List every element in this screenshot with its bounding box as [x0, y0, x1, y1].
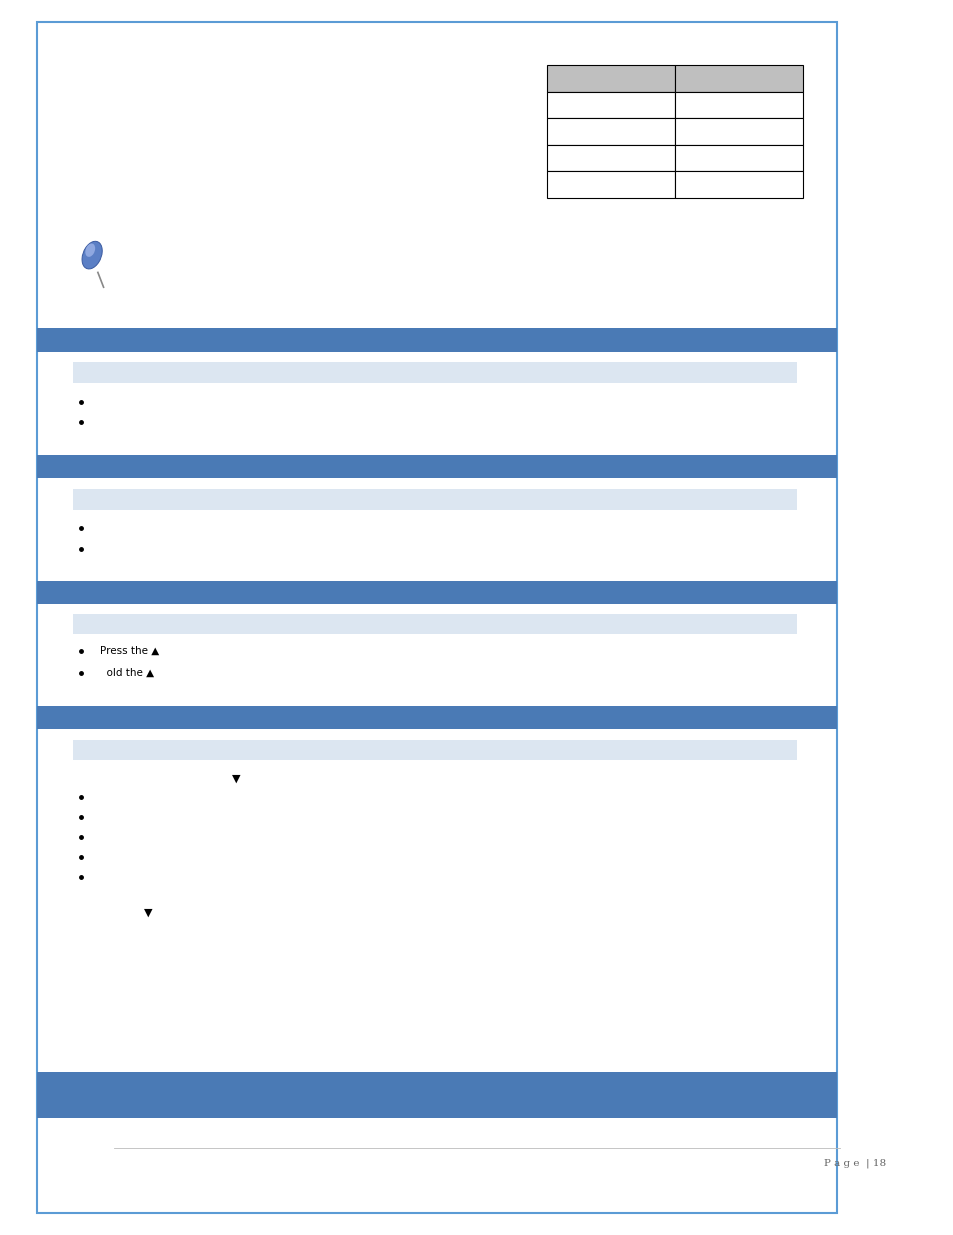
Bar [675, 119, 802, 144]
Bar [546, 65, 675, 91]
Bar [73, 614, 796, 634]
FancyBboxPatch shape [37, 22, 836, 1213]
Bar [37, 329, 836, 352]
Bar [675, 91, 802, 119]
Bar [675, 172, 802, 198]
Bar [73, 740, 796, 760]
Bar [546, 172, 675, 198]
Bar [37, 454, 836, 478]
Bar [546, 119, 675, 144]
Bar [675, 144, 802, 172]
Text: ▼: ▼ [144, 908, 152, 918]
Bar [73, 362, 796, 383]
Text: ▼: ▼ [232, 774, 240, 784]
Text: P a g e  | 18: P a g e | 18 [823, 1158, 885, 1168]
Bar [546, 144, 675, 172]
Bar [37, 706, 836, 729]
Bar [675, 65, 802, 91]
Ellipse shape [85, 243, 95, 257]
Text: Press the ▲: Press the ▲ [100, 646, 159, 656]
Bar [37, 580, 836, 604]
Bar [37, 1072, 836, 1118]
Bar [546, 91, 675, 119]
Bar [73, 489, 796, 510]
Ellipse shape [82, 241, 102, 269]
Text: old the ▲: old the ▲ [100, 668, 154, 678]
